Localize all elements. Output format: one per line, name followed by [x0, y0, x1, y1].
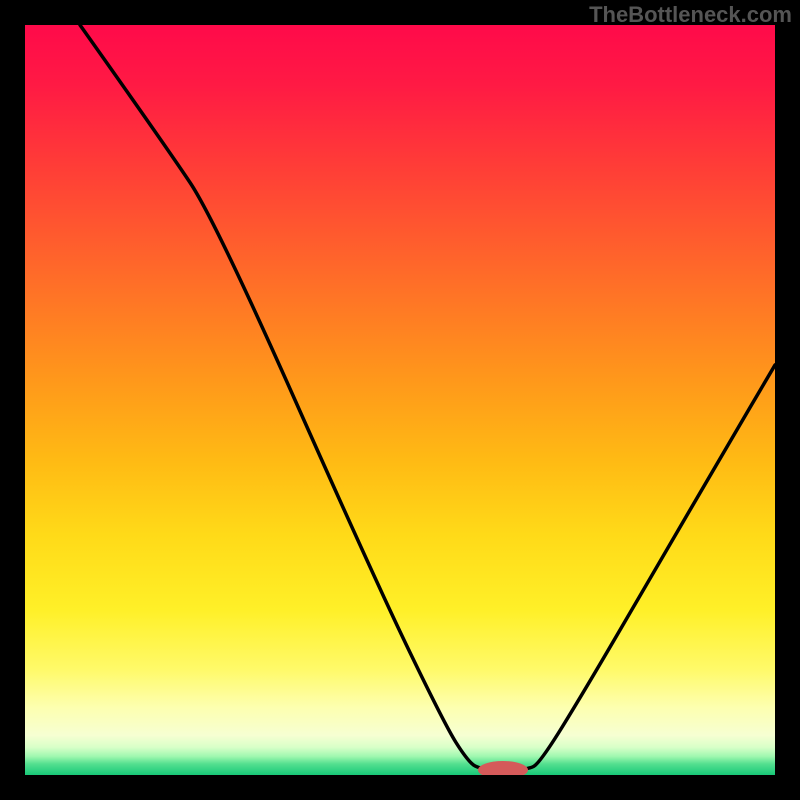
chart-svg: [25, 25, 775, 775]
gradient-background: [25, 25, 775, 775]
plot-area: [25, 25, 775, 775]
canvas: TheBottleneck.com: [0, 0, 800, 800]
watermark-text: TheBottleneck.com: [589, 2, 792, 28]
